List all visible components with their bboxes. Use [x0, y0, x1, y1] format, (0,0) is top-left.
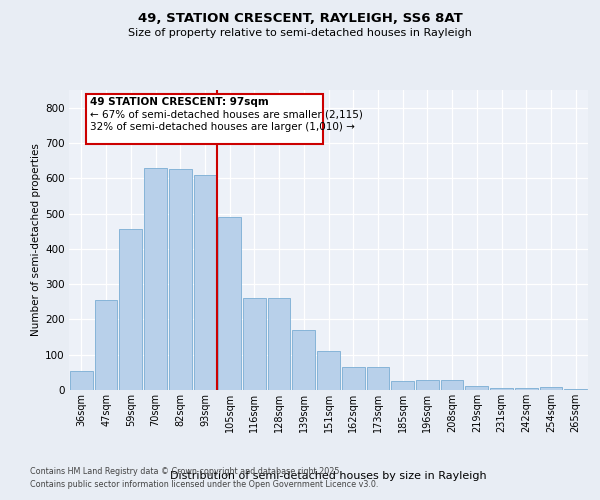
- Text: Contains HM Land Registry data © Crown copyright and database right 2025.: Contains HM Land Registry data © Crown c…: [30, 467, 342, 476]
- Bar: [416, 380, 439, 390]
- Bar: [218, 217, 241, 390]
- Bar: [490, 388, 513, 390]
- FancyBboxPatch shape: [86, 94, 323, 144]
- Bar: [268, 298, 290, 390]
- Bar: [292, 330, 315, 390]
- Bar: [119, 230, 142, 390]
- Text: ← 67% of semi-detached houses are smaller (2,115): ← 67% of semi-detached houses are smalle…: [89, 109, 362, 119]
- Text: Contains public sector information licensed under the Open Government Licence v3: Contains public sector information licen…: [30, 480, 379, 489]
- Bar: [466, 386, 488, 390]
- Bar: [367, 367, 389, 390]
- Text: 49 STATION CRESCENT: 97sqm: 49 STATION CRESCENT: 97sqm: [89, 97, 268, 107]
- Bar: [144, 168, 167, 390]
- Bar: [391, 381, 414, 390]
- Bar: [70, 370, 93, 390]
- Bar: [515, 388, 538, 390]
- Text: 32% of semi-detached houses are larger (1,010) →: 32% of semi-detached houses are larger (…: [89, 122, 355, 132]
- Bar: [169, 170, 191, 390]
- Y-axis label: Number of semi-detached properties: Number of semi-detached properties: [31, 144, 41, 336]
- X-axis label: Distribution of semi-detached houses by size in Rayleigh: Distribution of semi-detached houses by …: [170, 471, 487, 481]
- Bar: [95, 300, 118, 390]
- Bar: [342, 367, 365, 390]
- Bar: [243, 298, 266, 390]
- Text: Size of property relative to semi-detached houses in Rayleigh: Size of property relative to semi-detach…: [128, 28, 472, 38]
- Bar: [441, 380, 463, 390]
- Bar: [194, 174, 216, 390]
- Bar: [539, 387, 562, 390]
- Bar: [317, 351, 340, 390]
- Text: 49, STATION CRESCENT, RAYLEIGH, SS6 8AT: 49, STATION CRESCENT, RAYLEIGH, SS6 8AT: [137, 12, 463, 26]
